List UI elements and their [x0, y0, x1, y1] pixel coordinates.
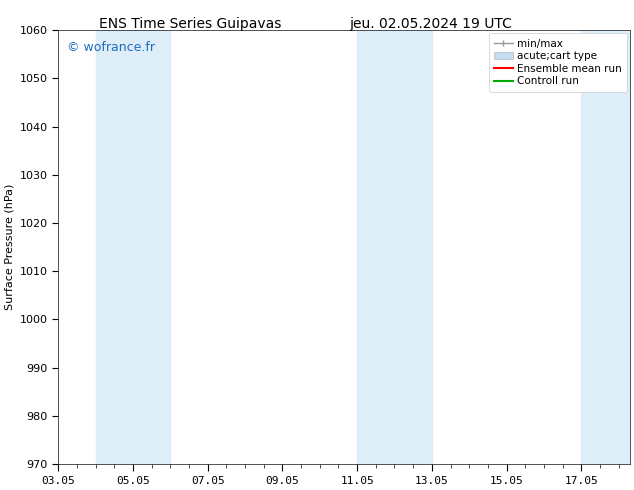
Bar: [357, 30, 394, 464]
Text: jeu. 02.05.2024 19 UTC: jeu. 02.05.2024 19 UTC: [350, 17, 512, 31]
Bar: [133, 30, 171, 464]
Bar: [96, 30, 133, 464]
Bar: [581, 30, 619, 464]
Text: © wofrance.fr: © wofrance.fr: [67, 41, 155, 54]
Legend: min/max, acute;cart type, Ensemble mean run, Controll run: min/max, acute;cart type, Ensemble mean …: [489, 33, 626, 92]
Bar: [619, 30, 630, 464]
Bar: [394, 30, 432, 464]
Text: ENS Time Series Guipavas: ENS Time Series Guipavas: [99, 17, 281, 31]
Y-axis label: Surface Pressure (hPa): Surface Pressure (hPa): [4, 184, 14, 310]
